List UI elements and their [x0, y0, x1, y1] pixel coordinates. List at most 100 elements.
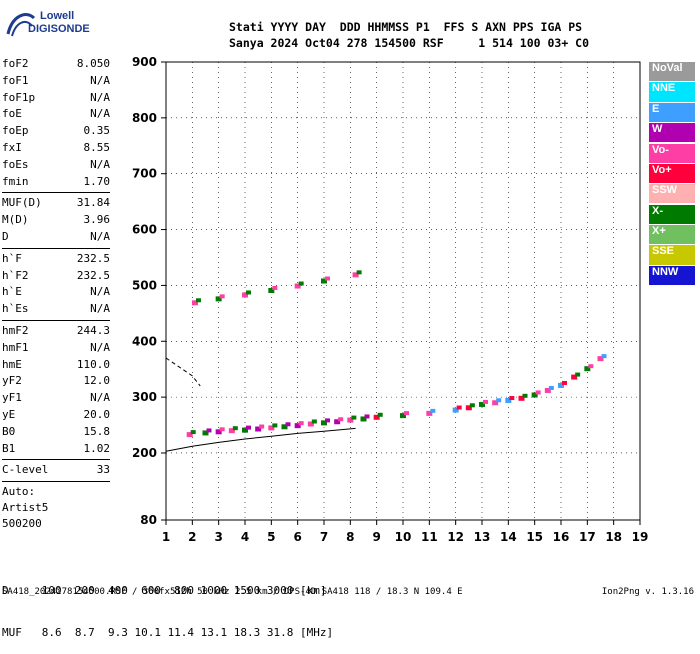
param-label: fxI: [2, 140, 22, 154]
param-row: hmF1 N/A: [2, 340, 110, 357]
polarization-legend: NoVal NNE E W Vo- Vo+ SSW X- X+ SSE NNW: [649, 62, 695, 286]
o-trace-point: [483, 399, 488, 404]
x-trace-point: [202, 430, 209, 436]
o-trace-point: [544, 387, 551, 393]
o-trace-point: [562, 380, 567, 385]
muf-value-row: MUF 8.6 8.7 9.3 10.1 11.4 13.1 18.3 31.8…: [2, 626, 334, 639]
x-tick-label: 9: [372, 530, 380, 544]
divider: [2, 459, 110, 461]
x-tick-label: 11: [421, 530, 438, 544]
param-label: B0: [2, 424, 16, 438]
param-value: 31.84: [76, 196, 110, 210]
param-value: 8.050: [76, 57, 110, 70]
param-value: 1.02: [83, 441, 111, 455]
param-value: N/A: [90, 340, 110, 354]
o-trace-point: [430, 408, 436, 413]
x-tick-label: 15: [526, 530, 543, 544]
x-tick-label: 4: [241, 530, 249, 544]
param-label: h`F2: [2, 268, 29, 282]
param-value: N/A: [90, 73, 110, 87]
second-hop-point: [195, 298, 201, 303]
x-trace-point: [294, 423, 301, 429]
muf-table: D 100 200 400 600 800 1000 1500 3000 [km…: [2, 556, 333, 654]
param-value: 20.0: [83, 407, 111, 421]
legend-item: X-: [649, 204, 695, 224]
o-trace-point: [548, 385, 554, 390]
param-label: hmE: [2, 357, 22, 371]
legend-item: NNW: [649, 265, 695, 285]
header-labels: Stati YYYY DAY DDD HHMMSS P1 FFS S AXN P…: [229, 20, 583, 34]
ionogram-chart: 1 2 3 4 5 6 7 8 9 10 11 12 13 14 15 16 17 18 1980200300400…: [132, 55, 649, 544]
param-value: N/A: [90, 302, 110, 316]
o-trace-point: [518, 395, 525, 401]
param-row: yF2 12.0: [2, 373, 110, 390]
legend-item: Vo-: [649, 143, 695, 163]
param-value: 3.96: [83, 213, 111, 227]
x-trace-point: [285, 422, 291, 427]
x-tick-label: 6: [293, 530, 301, 544]
param-value: 0.35: [83, 124, 111, 138]
param-value: N/A: [90, 391, 110, 405]
param-row: MUF(D) 31.84: [2, 195, 110, 212]
param-row: h`Es N/A: [2, 301, 110, 318]
x-tick-label: 10: [395, 530, 412, 544]
o-trace-point: [496, 398, 502, 403]
param-row: B0 15.8: [2, 424, 110, 441]
param-row: yE 20.0: [2, 407, 110, 424]
param-row: foEs N/A: [2, 157, 110, 174]
second-hop-point: [352, 272, 359, 278]
x-tick-label: 8: [346, 530, 354, 544]
x-trace-point: [190, 430, 196, 435]
second-hop-point: [219, 294, 225, 299]
o-trace-point: [584, 366, 591, 372]
second-hop-point: [294, 283, 301, 289]
header-values: Sanya 2024 Oct04 278 154500 RSF 1 514 10…: [229, 36, 590, 50]
y-tick-label: 400: [132, 334, 157, 348]
second-hop-point: [298, 281, 304, 286]
x-trace-point: [242, 427, 248, 433]
param-value: N/A: [90, 157, 110, 171]
x-trace-point: [364, 414, 370, 419]
x-tick-label: 12: [447, 530, 464, 544]
x-tick-label: 3: [214, 530, 222, 544]
x-trace-point: [268, 425, 275, 431]
logo-swirl-icon: [6, 13, 36, 37]
x-trace-point: [338, 417, 344, 422]
legend-item: E: [649, 102, 695, 122]
param-label: fmin: [2, 174, 29, 188]
param-value: N/A: [90, 107, 110, 121]
o-trace-point: [426, 410, 433, 416]
param-value: 244.3: [76, 323, 110, 337]
auto-artist: Artist5: [2, 501, 49, 515]
x-tick-label: 2: [188, 530, 196, 544]
param-row: foE N/A: [2, 106, 110, 123]
file-info-footer: SA418_2024278154500.RSF / 360fx512h 50 k…: [2, 587, 463, 597]
param-value: 33: [96, 463, 110, 477]
x-trace-point: [206, 428, 212, 433]
x-trace-point: [311, 419, 317, 424]
x-trace-point: [321, 420, 327, 426]
param-value: 110.0: [76, 357, 110, 371]
x-tick-label: 19: [632, 530, 649, 544]
legend-item: Vo+: [649, 163, 695, 184]
param-row: hmF2 244.3: [2, 323, 110, 340]
o-trace-point: [531, 392, 538, 398]
param-label: hmF1: [2, 340, 29, 354]
x-trace-point: [246, 425, 251, 430]
param-label: yF1: [2, 391, 22, 405]
divider: [2, 319, 110, 321]
auto-label: Auto:: [2, 485, 36, 499]
o-trace-point: [558, 382, 564, 388]
divider: [2, 481, 110, 483]
o-trace-point: [469, 403, 475, 408]
param-label: h`Es: [2, 302, 29, 316]
o-trace-point: [522, 393, 528, 398]
second-hop-point: [191, 300, 198, 306]
auto-version: 500200: [2, 517, 42, 531]
o-trace-point: [509, 396, 515, 401]
logo-text-lowell: Lowell: [40, 10, 75, 22]
autoscaling-info: Auto: Artist5 500200: [2, 484, 110, 532]
y-tick-label: 700: [132, 167, 157, 181]
y-tick-label: 900: [132, 55, 157, 69]
version-footer: Ion2Png v. 1.3.16: [601, 587, 694, 597]
